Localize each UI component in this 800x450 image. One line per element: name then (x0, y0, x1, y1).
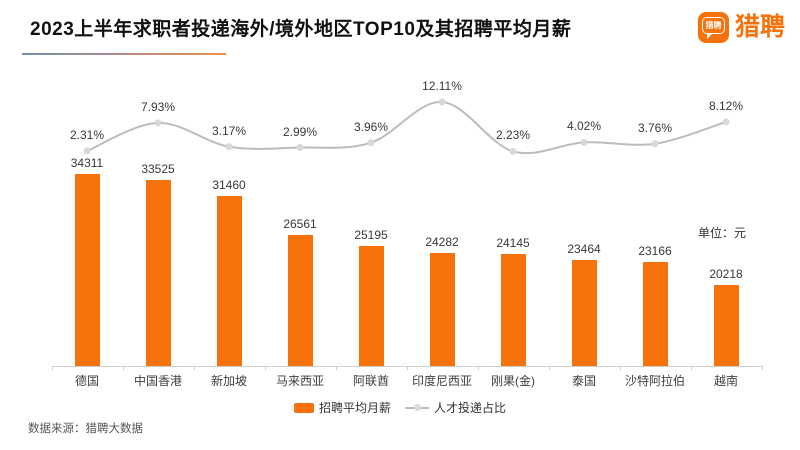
percent-label: 8.12% (708, 98, 744, 113)
salary-bar (358, 246, 384, 366)
bar-value-label: 23166 (638, 244, 672, 258)
unit-label: 单位：元 (698, 226, 747, 240)
share-line (86, 100, 727, 155)
salary-bar (429, 253, 455, 366)
category-label: 越南 (713, 374, 738, 388)
page-title: 2023上半年求职者投递海外/境外地区TOP10及其招聘平均月薪 (30, 19, 572, 40)
category-label: 印度尼西亚 (411, 374, 472, 388)
data-source: 数据来源：猎聘大数据 (28, 423, 143, 435)
category-label: 泰国 (571, 374, 596, 388)
line-legend-marker (405, 404, 429, 411)
legend-label-share: 人才投递占比 (434, 401, 507, 415)
liepin-logo-icon: 猎聘 (698, 12, 729, 43)
title-underline (22, 53, 226, 55)
line-dot (509, 147, 517, 155)
bar-value-label: 24282 (425, 235, 459, 249)
line-dot (367, 139, 375, 147)
percent-label: 3.96% (353, 119, 389, 134)
axis-tick (193, 366, 195, 370)
axis-tick (264, 366, 266, 370)
bar-value-label: 34311 (70, 156, 104, 170)
salary-bar (216, 196, 242, 366)
line-dot (225, 143, 233, 151)
bar-value-label: 31460 (212, 178, 246, 192)
axis-tick (477, 366, 479, 370)
percent-label: 4.02% (566, 119, 602, 134)
line-dot (580, 138, 588, 146)
percent-label: 2.31% (69, 127, 105, 142)
axis-tick (51, 366, 53, 370)
bar-value-label: 23464 (567, 242, 601, 256)
axis-tick (548, 366, 550, 370)
salary-bar (287, 235, 313, 366)
axis-tick (619, 366, 621, 370)
axis-tick (690, 366, 692, 370)
category-label: 德国 (74, 374, 99, 388)
line-dot (154, 119, 162, 127)
axis-tick (406, 366, 408, 370)
bar-value-label: 25195 (354, 228, 388, 242)
line-dot (651, 140, 659, 148)
percent-label: 7.93% (140, 99, 176, 114)
salary-bar (571, 260, 597, 366)
axis-tick (335, 366, 337, 370)
axis-tick (761, 366, 763, 370)
logo-bubble-tail (707, 33, 713, 39)
category-label: 沙特阿拉伯 (624, 374, 685, 388)
legend-label-salary: 招聘平均月薪 (318, 401, 391, 415)
salary-bar (145, 180, 171, 366)
salary-bar (713, 285, 739, 366)
line-dot (83, 147, 91, 155)
percent-label: 12.11% (422, 78, 462, 93)
legend-item-salary: 招聘平均月薪 (293, 399, 391, 416)
category-label: 中国香港 (133, 374, 182, 388)
bar-value-label: 33525 (141, 162, 175, 176)
category-label: 刚果(金) (491, 374, 535, 388)
legend-item-share: 人才投递占比 (405, 399, 506, 416)
line-legend-dot (414, 404, 421, 411)
bar-value-label: 24145 (496, 236, 530, 250)
category-label: 新加坡 (210, 374, 247, 388)
salary-bar (74, 174, 100, 366)
percent-label: 2.99% (282, 124, 318, 139)
axis-tick (122, 366, 124, 370)
percent-label: 2.23% (495, 128, 531, 143)
logo-speech-bubble: 猎聘 (702, 17, 725, 34)
bar-value-label: 26561 (283, 217, 317, 231)
percent-label: 3.76% (637, 120, 673, 135)
line-dot (722, 118, 730, 126)
bar-legend-swatch (293, 402, 314, 413)
bar-value-label: 20218 (709, 267, 743, 281)
category-label: 阿联酋 (352, 374, 389, 388)
logo-wordmark: 猎聘 (735, 13, 786, 41)
line-dot (438, 98, 446, 106)
chart-legend: 招聘平均月薪 人才投递占比 (0, 399, 800, 416)
liepin-logo: 猎聘 猎聘 (698, 12, 785, 43)
salary-bar (500, 254, 526, 366)
salary-bar (642, 262, 668, 366)
line-dot (296, 144, 304, 152)
category-label: 马来西亚 (275, 374, 324, 388)
percent-label: 3.17% (211, 123, 247, 138)
